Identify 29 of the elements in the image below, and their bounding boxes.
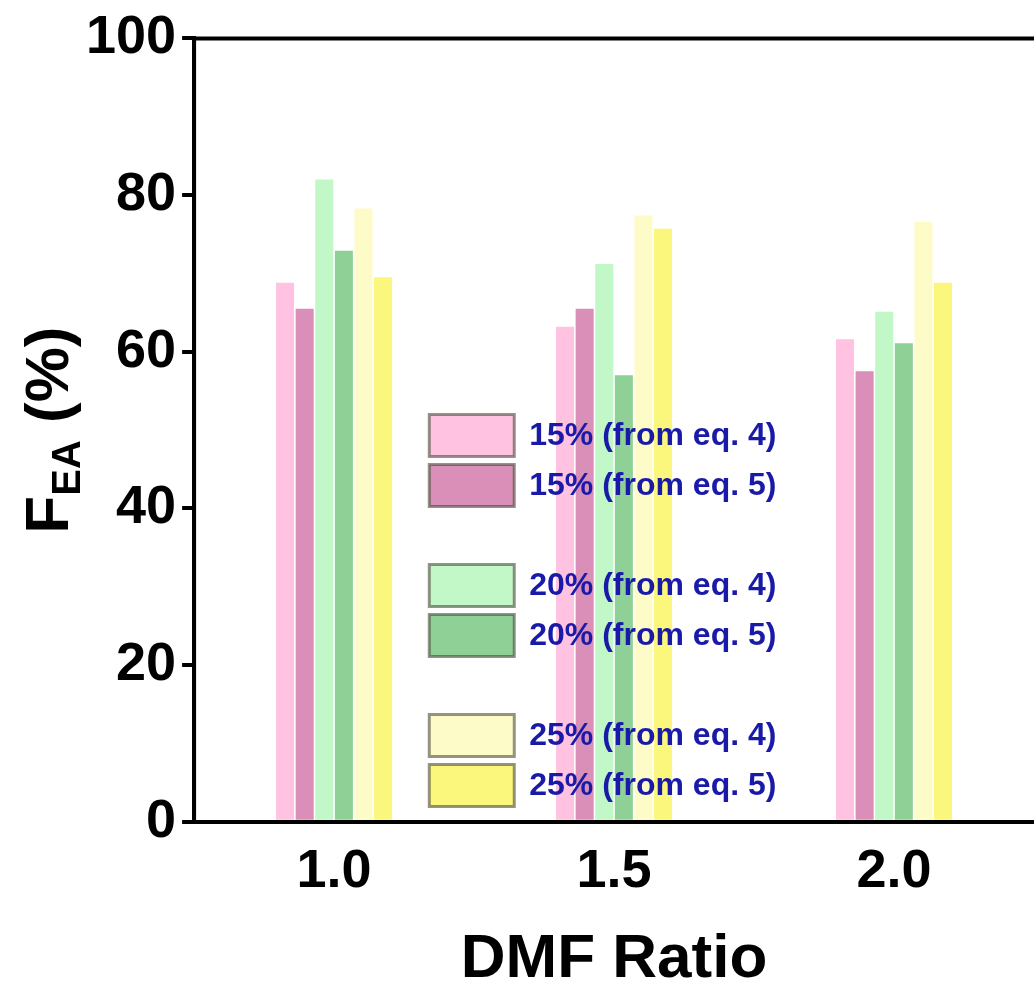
- x-tick-label: 1.5: [576, 838, 652, 899]
- bar: [855, 371, 874, 820]
- bar: [894, 343, 913, 820]
- bar: [374, 277, 393, 820]
- bar: [934, 282, 953, 820]
- x-axis-title: DMF Ratio: [460, 920, 768, 990]
- bar: [334, 250, 353, 820]
- bar: [276, 282, 295, 820]
- bar: [315, 179, 334, 820]
- bar: [354, 208, 373, 820]
- y-tick-label: 100: [85, 4, 177, 65]
- bar: [295, 308, 314, 820]
- y-tick-label: 0: [146, 787, 177, 848]
- bar: [914, 221, 933, 820]
- y-tick-label: 40: [116, 474, 177, 535]
- legend-label: 15% (from eq. 4): [529, 416, 777, 453]
- legend-label: 25% (from eq. 4): [529, 716, 777, 753]
- x-tick-label: 2.0: [856, 838, 932, 899]
- bar: [836, 339, 855, 820]
- y-tick-label: 80: [116, 160, 177, 221]
- legend-label: 20% (from eq. 5): [529, 616, 777, 653]
- x-tick-label: 1.0: [296, 838, 372, 899]
- y-tick-label: 60: [116, 317, 177, 378]
- legend-label: 15% (from eq. 5): [529, 466, 777, 503]
- bar: [875, 311, 894, 820]
- y-axis-title: FEA (%): [12, 326, 88, 534]
- y-tick-label: 20: [116, 631, 177, 692]
- legend-label: 25% (from eq. 5): [529, 766, 777, 803]
- legend-label: 20% (from eq. 4): [529, 566, 777, 603]
